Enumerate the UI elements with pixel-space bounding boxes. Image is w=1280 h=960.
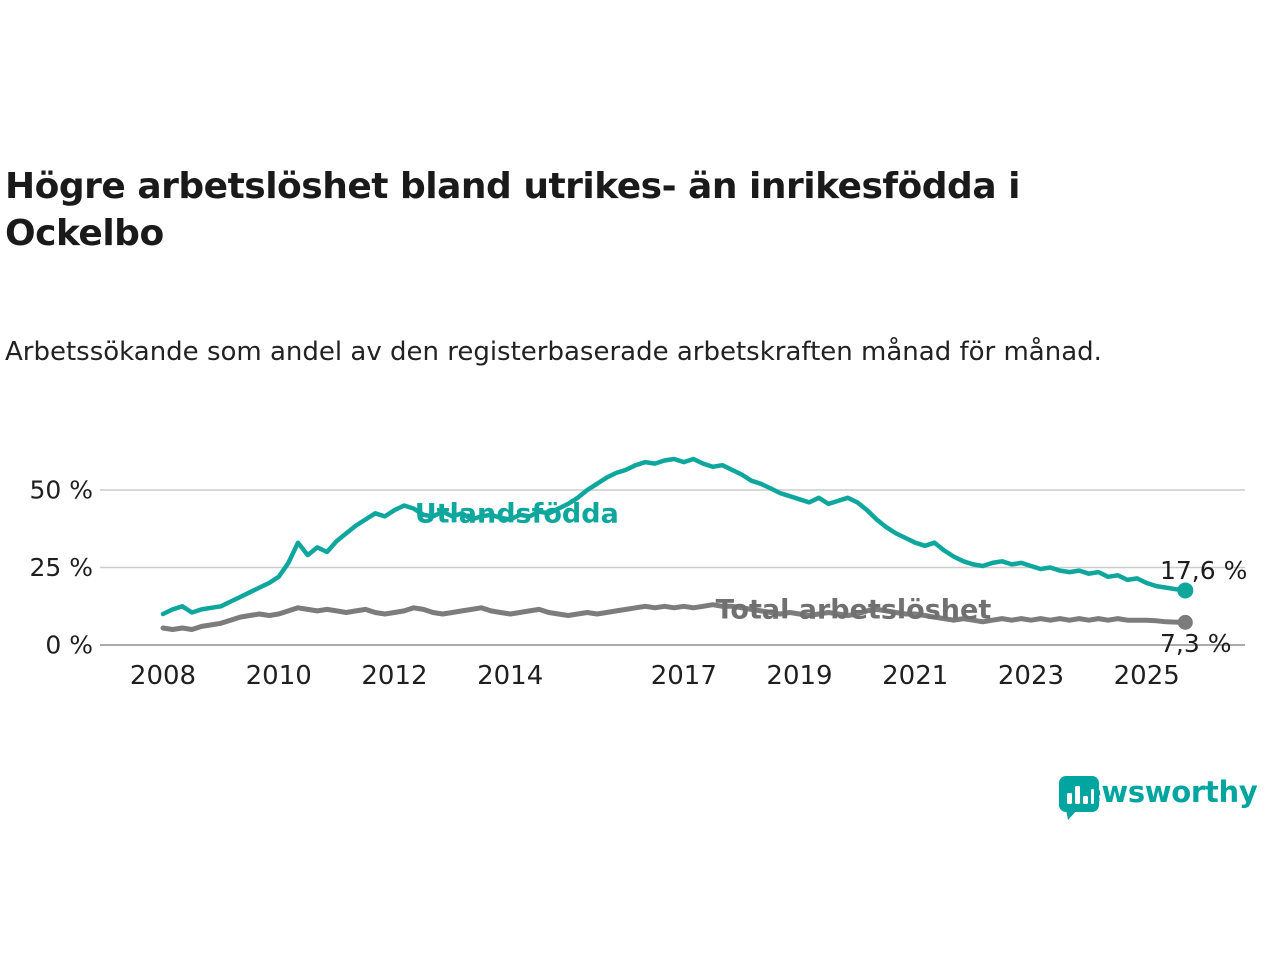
x-tick-label: 2021 (882, 661, 948, 691)
x-tick-label: 2014 (477, 661, 543, 691)
x-tick-label: 2017 (651, 661, 717, 691)
series-inline-label: Total arbetslöshet (716, 594, 992, 625)
chart-title: Högre arbetslöshet bland utrikes- än inr… (5, 166, 1020, 254)
series-inline-label: Utlandsfödda (415, 498, 619, 529)
series-end-dot (1177, 582, 1194, 599)
newsworthy-logo: Newsworthy (1058, 775, 1258, 820)
x-tick-label: 2023 (998, 661, 1064, 691)
series-end-dot (1177, 614, 1193, 630)
x-tick-label: 2010 (246, 661, 312, 691)
x-tick-label: 2012 (361, 661, 427, 691)
series-end-label: 7,3 % (1160, 629, 1231, 658)
series-line-utlandsfodda (160, 456, 1188, 617)
y-tick-label: 50 % (29, 476, 93, 505)
y-tick-label: 25 % (29, 553, 93, 582)
newsworthy-bars-icon (1059, 776, 1099, 820)
series-line-total (160, 602, 1188, 632)
x-tick-label: 2008 (130, 661, 196, 691)
chart-subtitle: Arbetssökande som andel av den registerb… (5, 337, 1102, 367)
x-tick-label: 2025 (1114, 661, 1180, 691)
y-tick-label: 0 % (45, 631, 93, 660)
series-end-label: 17,6 % (1160, 556, 1247, 585)
x-tick-label: 2019 (766, 661, 832, 691)
